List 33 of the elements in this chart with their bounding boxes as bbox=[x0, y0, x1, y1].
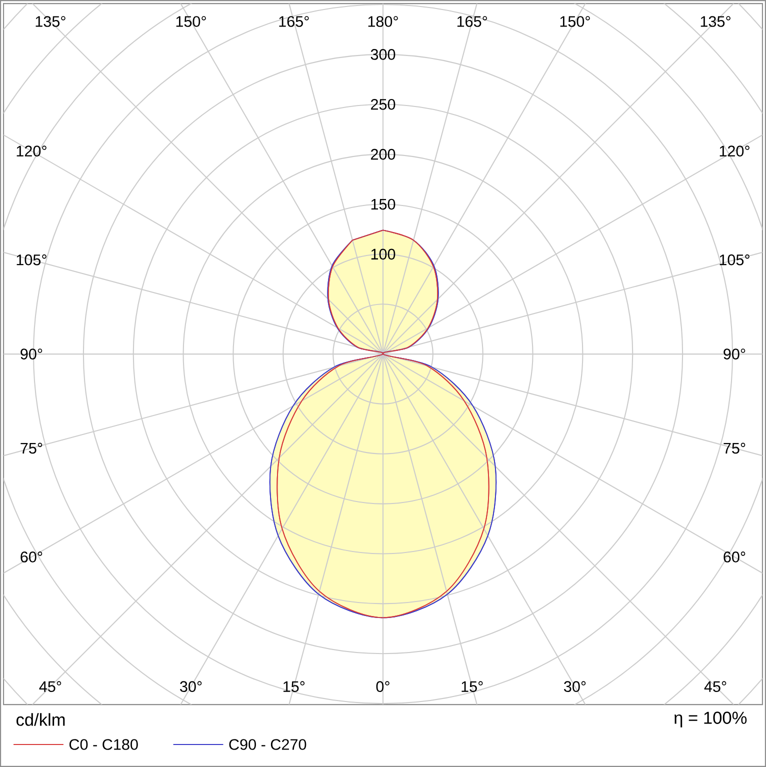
legend-label: C90 - C270 bbox=[229, 739, 306, 750]
spoke-label: 90° bbox=[724, 348, 746, 360]
spoke-label: 45° bbox=[39, 681, 62, 692]
spoke-label: 75° bbox=[724, 442, 746, 454]
spoke-label: 120° bbox=[16, 146, 46, 157]
y-tick-label: 100 bbox=[371, 248, 396, 260]
spoke-label: 15° bbox=[283, 681, 305, 692]
y-tick-label: 300 bbox=[370, 49, 396, 60]
text: cd/klm bbox=[16, 713, 65, 726]
spoke-label: 165° bbox=[279, 16, 309, 27]
spoke-label: 30° bbox=[564, 681, 586, 692]
spoke-label: 60° bbox=[724, 552, 746, 562]
spoke-label: 165° bbox=[457, 16, 488, 27]
spoke-label: 0° bbox=[376, 681, 390, 692]
legend-label: C0 - C180 bbox=[69, 739, 138, 750]
spoke-label: 15° bbox=[462, 681, 483, 692]
text: η = 100% bbox=[674, 712, 747, 728]
y-tick-label: 200 bbox=[370, 148, 396, 160]
spoke-label: 150° bbox=[560, 16, 590, 27]
spoke-label: 90° bbox=[20, 348, 42, 360]
y-tick-label: 250 bbox=[370, 98, 396, 110]
spoke-label: 135° bbox=[36, 16, 66, 27]
y-tick-label: 150 bbox=[371, 198, 396, 210]
spoke-label: 180° bbox=[368, 16, 398, 27]
spoke-label: 120° bbox=[720, 146, 750, 157]
spoke-label: 75° bbox=[20, 442, 42, 454]
spoke-label: 105° bbox=[720, 254, 750, 266]
spoke-label: 30° bbox=[180, 681, 202, 692]
spoke-label: 135° bbox=[700, 16, 730, 27]
spoke-label: 45° bbox=[704, 681, 726, 692]
spoke-label: 60° bbox=[20, 552, 42, 562]
spoke-label: 150° bbox=[176, 16, 206, 27]
spoke-label: 105° bbox=[16, 254, 46, 266]
